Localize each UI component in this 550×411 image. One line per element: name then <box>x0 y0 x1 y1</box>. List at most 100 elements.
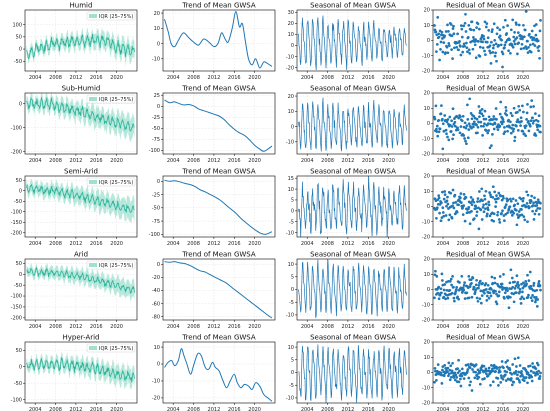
residual-point <box>470 117 474 121</box>
residual-point <box>500 38 503 42</box>
residual-point <box>466 370 469 373</box>
residual-point <box>534 33 538 37</box>
residual-point <box>484 287 488 291</box>
residual-point <box>527 129 531 133</box>
residual-point <box>528 364 532 368</box>
y-tick-label: 0 <box>157 262 160 268</box>
residual-point <box>501 118 505 121</box>
mean-gwsa-line <box>26 356 135 383</box>
residual-point <box>536 372 540 376</box>
y-tick-label: -200 <box>11 149 22 155</box>
residual-point <box>505 113 509 117</box>
residual-point <box>475 278 478 282</box>
residual-point <box>470 126 473 130</box>
panel-title: Trend of Mean GWSA <box>181 2 256 10</box>
x-tick-label: 2020 <box>110 75 123 81</box>
residual-point <box>464 30 468 33</box>
panel-hyper-arid-residual: 20 10 0 -10 -20 2004 2008 2012 2016 2020 Residual … <box>422 334 544 411</box>
residual-point <box>443 193 447 196</box>
residual-point <box>512 211 516 215</box>
seasonal-line <box>298 344 407 403</box>
legend-swatch <box>89 180 97 184</box>
axes-frame <box>296 9 410 72</box>
residual-point <box>474 288 478 292</box>
residual-point <box>480 294 484 297</box>
residual-point <box>506 289 509 292</box>
x-tick-label: 2004 <box>437 407 450 411</box>
residual-point <box>492 291 496 295</box>
x-tick-label: 2004 <box>437 158 450 164</box>
residual-point <box>474 56 478 60</box>
y-tick-label: 0 <box>19 272 22 278</box>
x-tick-label: 2012 <box>70 241 83 247</box>
residual-point <box>462 377 466 380</box>
residual-point <box>516 286 520 289</box>
x-tick-label: 2016 <box>228 324 241 330</box>
panel-title: Arid <box>74 251 88 259</box>
x-tick-label: 2012 <box>477 75 490 81</box>
residual-point <box>475 123 478 127</box>
residual-point <box>506 129 509 133</box>
iqr-band <box>26 178 135 224</box>
residual-point <box>533 44 537 47</box>
residual-point <box>489 383 492 387</box>
x-tick-label: 2004 <box>301 75 314 81</box>
residual-point <box>477 375 481 379</box>
residual-point <box>483 197 487 201</box>
residual-point <box>530 99 534 102</box>
axes-frame <box>296 175 410 238</box>
residual-point <box>494 300 498 304</box>
residual-point <box>437 194 441 197</box>
residual-point <box>453 378 457 382</box>
residual-point <box>439 40 443 44</box>
residual-point <box>446 195 449 199</box>
plot-area <box>298 97 407 152</box>
y-tick-label: 10 <box>154 26 160 32</box>
residual-point <box>494 200 498 204</box>
y-tick-label: 10 <box>288 262 294 268</box>
y-tick-label: 5 <box>291 198 294 204</box>
residual-point <box>482 124 485 128</box>
residual-point <box>469 201 472 204</box>
residual-point <box>496 377 500 380</box>
residual-point <box>441 368 444 372</box>
residual-point <box>465 46 469 50</box>
y-tick-label: -20 <box>422 235 430 241</box>
residual-point <box>493 190 497 194</box>
residual-point <box>441 279 444 282</box>
axes-frame <box>24 175 138 238</box>
residual-point <box>491 51 495 54</box>
residual-point <box>486 208 490 212</box>
panel-title: Trend of Mean GWSA <box>181 168 256 176</box>
x-tick-label: 2012 <box>70 324 83 330</box>
residual-point <box>462 42 466 46</box>
residual-point <box>512 127 516 131</box>
residual-point <box>439 219 443 223</box>
residual-point <box>509 120 512 124</box>
residual-point <box>537 282 540 285</box>
residual-point <box>490 144 493 147</box>
residual-point <box>443 364 447 367</box>
y-tick-label: -100 <box>11 294 22 300</box>
residual-point <box>524 205 528 209</box>
residual-point <box>453 299 456 303</box>
residual-point <box>437 130 441 134</box>
residual-point <box>450 125 454 128</box>
residual-point <box>455 210 459 214</box>
residual-point <box>526 103 529 106</box>
residual-point <box>494 42 498 46</box>
residual-point <box>462 288 466 292</box>
residual-point <box>442 374 446 378</box>
residual-point <box>460 27 464 31</box>
residual-point <box>538 284 542 287</box>
x-tick-label: 2004 <box>167 158 180 164</box>
residual-point <box>521 290 524 294</box>
seasonal-line <box>298 97 407 152</box>
x-tick-label: 2020 <box>382 158 395 164</box>
residual-point <box>455 114 459 118</box>
residual-point <box>440 30 444 34</box>
residual-point <box>435 124 439 128</box>
residual-point <box>437 35 441 39</box>
plot-area <box>433 185 542 231</box>
residual-point <box>451 27 455 30</box>
